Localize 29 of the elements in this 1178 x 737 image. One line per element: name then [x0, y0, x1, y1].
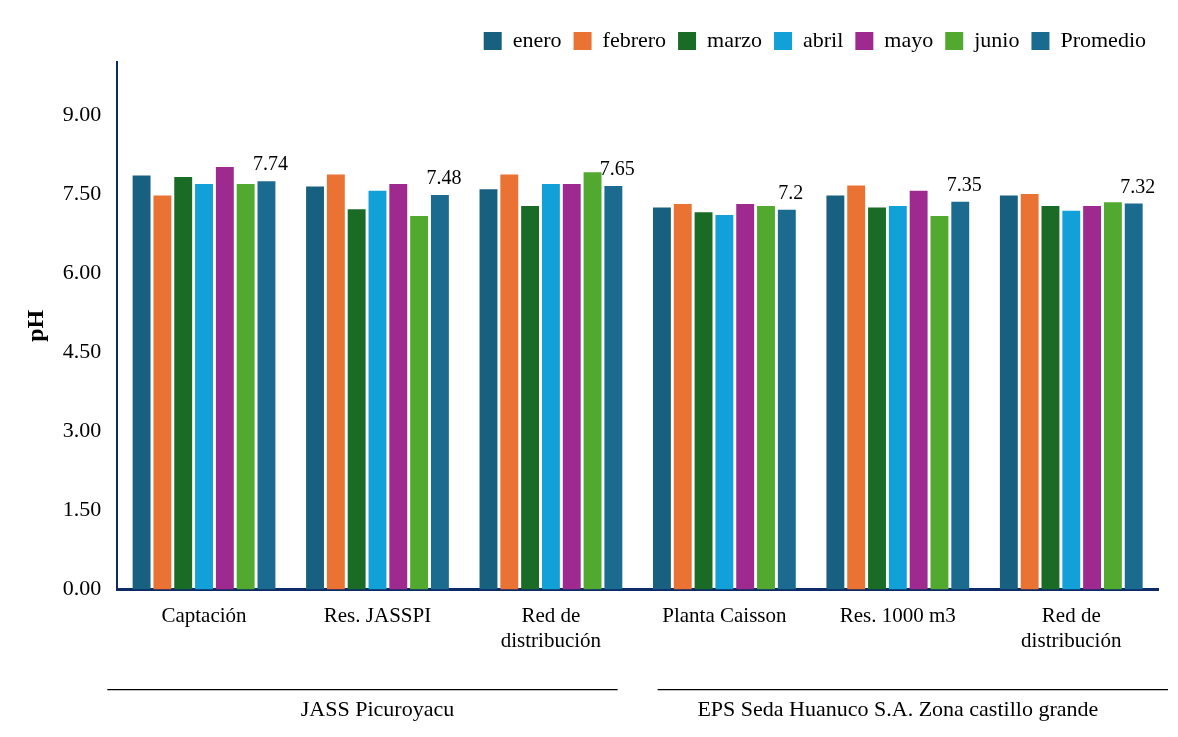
- y-tick-label: 6.00: [62, 258, 102, 284]
- legend-label: abril: [803, 26, 844, 52]
- legend-label: marzo: [707, 26, 763, 52]
- y-tick-label: 3.00: [62, 417, 102, 443]
- y-tick-label: 1.50: [62, 496, 102, 522]
- legend-label: Promedio: [1060, 26, 1147, 52]
- legend-label: febrero: [602, 26, 667, 52]
- y-tick-label: 0.00: [62, 575, 102, 601]
- data-label: 7.74: [252, 152, 288, 175]
- text: EPS Seda Huanuco S.A. Zona castillo grande: [697, 696, 1099, 722]
- legend-label: enero: [512, 26, 562, 52]
- data-label: 7.35: [946, 173, 982, 196]
- y-tick-label: 4.50: [62, 337, 102, 363]
- y-axis-title: pH: [21, 309, 48, 342]
- data-label: 7.2: [778, 180, 804, 203]
- y-tick-label: 7.50: [62, 179, 102, 205]
- text: JASS Picuroyacu: [300, 696, 455, 722]
- x-tick-label: Res. JASSPI: [323, 602, 432, 627]
- x-tick-label: Res. 1000 m3: [839, 602, 956, 627]
- data-label: 7.32: [1120, 174, 1156, 197]
- x-tick-label: Red de distribución: [500, 602, 602, 652]
- data-label: 7.48: [426, 166, 462, 189]
- x-tick-label: Planta Caisson: [662, 602, 787, 627]
- legend-label: mayo: [884, 26, 934, 52]
- x-tick-label: Captación: [161, 602, 248, 627]
- x-tick-label: Red de distribución: [1021, 602, 1122, 652]
- legend-label: junio: [973, 26, 1020, 52]
- y-tick-label: 9.00: [62, 100, 102, 126]
- data-label: 7.65: [599, 157, 635, 180]
